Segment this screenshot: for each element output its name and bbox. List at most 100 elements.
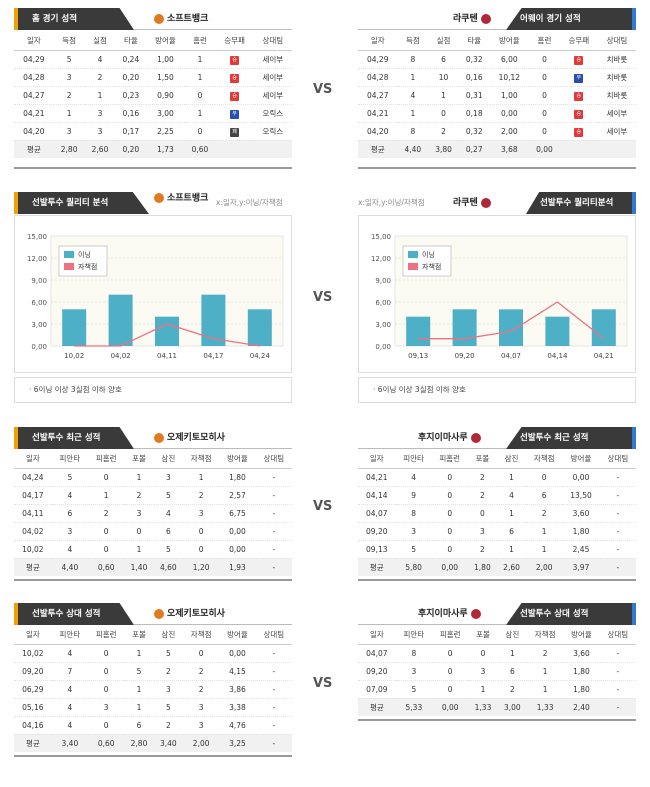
table-cell: 3 xyxy=(395,662,433,681)
table-cell: 1,80 xyxy=(562,522,600,541)
table-cell: 2 xyxy=(467,468,497,487)
vs-pitcher-table-wrap-right: 일자 피안타 피홈런 포볼 삼진 자책점 방어율 상대팀 04,07 8 0 0 1 2 3,60-09,2… xyxy=(358,626,636,721)
table-cell: - xyxy=(599,662,636,681)
column-header: 피홈런 xyxy=(432,626,469,645)
table-cell: 3 xyxy=(88,698,125,717)
column-header: 피안타 xyxy=(51,450,89,469)
table-cell: 3 xyxy=(124,504,154,523)
recent-pitcher-header-right: 후지이마사루 선발투수 최근 성적 xyxy=(358,427,636,449)
legend-label: 이닝 xyxy=(422,250,435,259)
table-cell: 3 xyxy=(53,68,85,87)
table-cell: 3 xyxy=(182,698,220,717)
average-cell: 2,00 xyxy=(182,734,220,752)
average-cell: 0,60 xyxy=(88,734,125,752)
table-cell: 0,24 xyxy=(115,50,147,69)
column-header: 홈런 xyxy=(184,32,216,51)
table-cell: 5 xyxy=(153,486,183,505)
table-cell: 04,29 xyxy=(358,50,398,69)
column-header: 일자 xyxy=(14,32,54,51)
table-cell: 2 xyxy=(526,504,563,523)
axis-note: x:일자,y:이닝/자책점 xyxy=(358,198,425,207)
table-cell: 2,25 xyxy=(146,122,185,141)
column-header: 삼진 xyxy=(153,626,183,645)
average-cell: 2,80 xyxy=(53,140,85,158)
table-cell: 3,38 xyxy=(219,698,256,717)
table-cell: 승 xyxy=(215,86,254,105)
table-cell: 1 xyxy=(397,104,429,123)
away-record-table-wrap: 일자 득점 실점 타율 방어율 홈런 승무패 상대팀 04,29 8 6 0,32 6,00 0 승 치바롯 0… xyxy=(358,32,636,169)
table-cell: 0,17 xyxy=(115,122,147,141)
column-header: 일자 xyxy=(14,450,52,469)
result-badge: 승 xyxy=(230,55,240,65)
table-cell: 10 xyxy=(428,68,459,87)
quality-chart-left: 0,00 3,00 6,00 9,00 12,00 15,00 10,02 04,02 04,1… xyxy=(14,215,292,373)
table-cell: 04,07 xyxy=(358,504,396,523)
table-cell: - xyxy=(255,486,292,505)
legend-swatch xyxy=(64,263,74,270)
team-logo-icon xyxy=(154,432,164,443)
table-cell: 0 xyxy=(184,122,216,141)
table-row: 04,20 3 3 0,17 2,25 0 패 오릭스 xyxy=(14,122,292,141)
pitcher-name-text: 오제키토모히사 xyxy=(167,433,225,443)
table-cell: 04,21 xyxy=(14,104,54,123)
table-cell: 3 xyxy=(468,662,498,681)
x-tick-label: 09,20 xyxy=(455,352,475,360)
table-cell: - xyxy=(255,662,292,681)
column-header: 포볼 xyxy=(467,450,497,469)
result-badge: 승 xyxy=(230,73,240,83)
y-tick-label: 15,00 xyxy=(371,233,391,241)
section-title: 선발투수 상대 성적 xyxy=(506,603,636,625)
table-cell: 무 xyxy=(559,68,598,87)
divider xyxy=(134,448,292,449)
table-cell: 2,00 xyxy=(489,122,530,141)
table-cell: 0 xyxy=(432,680,469,699)
table-cell: 0 xyxy=(124,522,154,541)
column-header: 타율 xyxy=(115,32,147,51)
table-cell: 2 xyxy=(182,486,220,505)
table-row: 04,24 5 0 1 3 1 1,80- xyxy=(14,468,292,487)
average-cell: 평균 xyxy=(358,558,396,576)
table-cell: 04,20 xyxy=(358,122,398,141)
section-title: 어웨이 경기 성적 xyxy=(506,8,636,30)
team-logo-icon xyxy=(154,193,164,203)
legend-label: 자책점 xyxy=(78,262,97,271)
table-cell: 06,29 xyxy=(14,680,52,699)
table-cell: 세이부 xyxy=(253,68,292,87)
table-cell: 5 xyxy=(124,662,154,681)
average-cell: 3,25 xyxy=(219,734,256,752)
average-cell: 1,20 xyxy=(182,558,220,576)
table-cell: 0 xyxy=(529,86,560,105)
table-cell: 3 xyxy=(395,522,432,541)
table-cell: 오릭스 xyxy=(253,104,292,123)
away-record-header: 어웨이 경기 성적 라쿠텐 xyxy=(358,8,636,30)
table-row: 04,27 4 1 0,31 1,00 0 승 치바롯 xyxy=(358,86,636,105)
table-cell: 04,16 xyxy=(14,716,52,735)
home-record-table-wrap: 일자 득점 실점 타율 방어율 홈런 승무패 상대팀 04,29 5 4 0,24 1,00 1 승 세이부 0… xyxy=(14,32,292,169)
bar xyxy=(545,316,570,346)
table-cell: 0 xyxy=(468,644,498,663)
table-row: 04,28 3 2 0,20 1,50 1 승 세이부 xyxy=(14,68,292,87)
table-cell: 패 xyxy=(215,122,254,141)
average-cell: 0,00 xyxy=(432,698,469,716)
average-cell: 0,00 xyxy=(529,140,560,158)
y-tick-label: 6,00 xyxy=(31,299,47,307)
table-cell: 0 xyxy=(529,50,560,69)
table-cell: 04,24 xyxy=(14,468,52,487)
table-cell: 치바롯 xyxy=(597,68,636,87)
average-cell: 0,00 xyxy=(431,558,468,576)
column-header: 삼진 xyxy=(496,450,527,469)
x-tick-label: 04,07 xyxy=(501,352,521,360)
average-cell: 4,60 xyxy=(153,558,183,576)
table-cell: 6,00 xyxy=(489,50,530,69)
table-cell: 2 xyxy=(497,680,527,699)
table-cell: 0,90 xyxy=(146,86,185,105)
table-cell: 09,20 xyxy=(358,522,396,541)
table-row: 04,14 9 0 2 4 6 13,50- xyxy=(358,486,636,505)
y-tick-label: 12,00 xyxy=(27,255,47,263)
table-cell: 0 xyxy=(529,104,560,123)
y-tick-label: 3,00 xyxy=(375,321,391,329)
pitcher-name: 후지이마사루 xyxy=(418,603,484,625)
table-cell: 3,60 xyxy=(563,644,600,663)
table-cell: 세이부 xyxy=(597,104,636,123)
table-row: 04,29 5 4 0,24 1,00 1 승 세이부 xyxy=(14,50,292,69)
